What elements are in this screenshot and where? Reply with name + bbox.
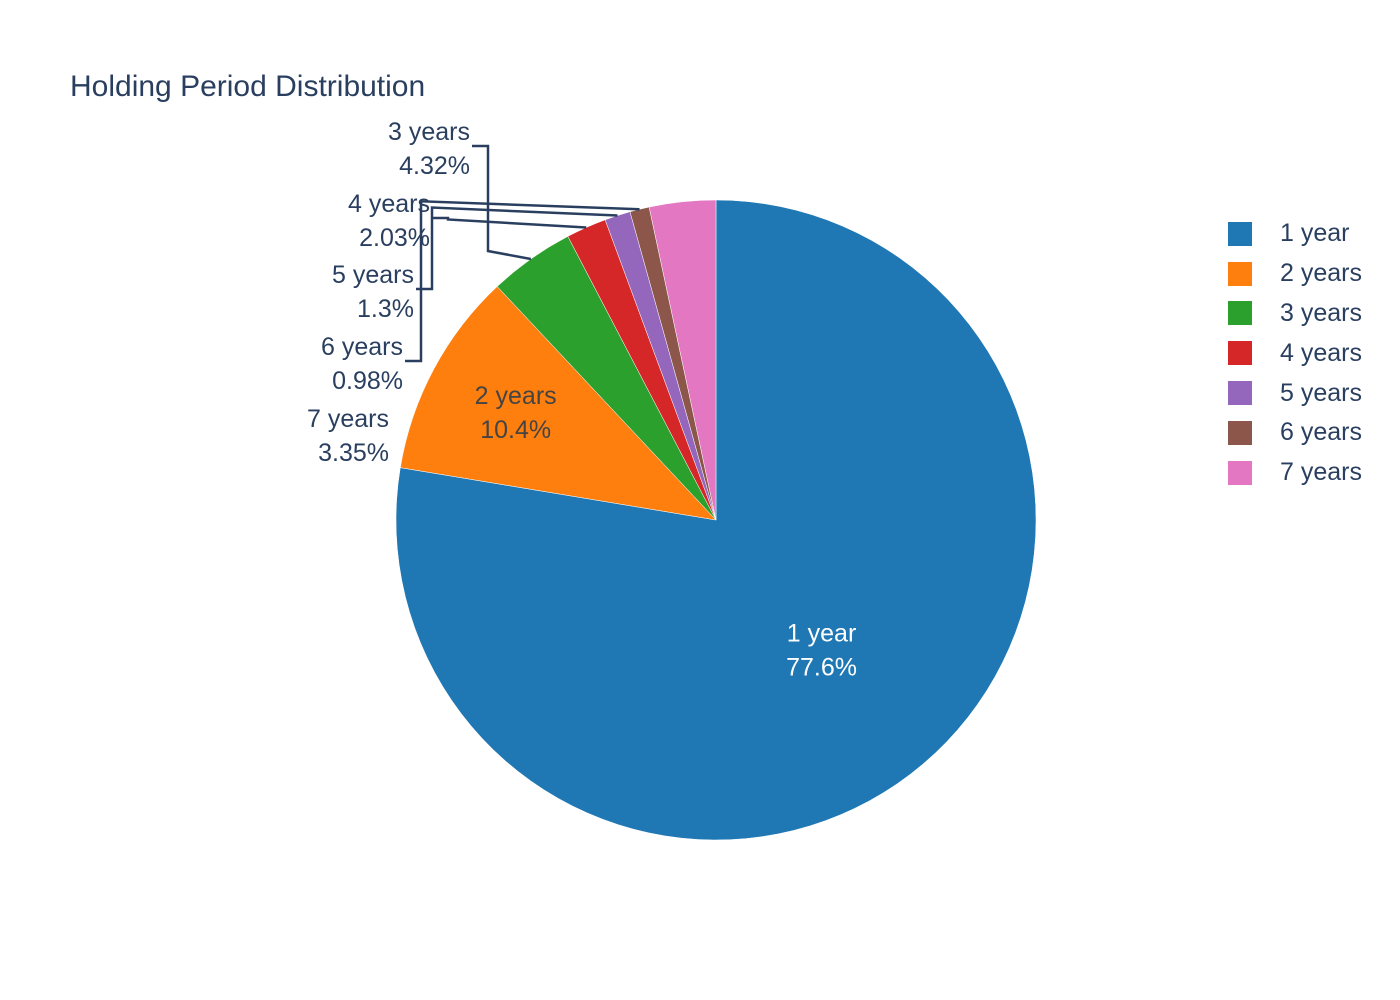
legend-swatch	[1228, 261, 1252, 286]
legend-swatch	[1228, 460, 1252, 485]
leader-line-5-years	[416, 206, 618, 291]
pie-slices	[395, 199, 1037, 841]
slice-label-1-year: 1 year 77.6%	[786, 619, 857, 681]
legend-label: 1 year	[1280, 219, 1350, 248]
legend-label: 5 years	[1280, 378, 1362, 407]
legend-item-2-years[interactable]: 2 years	[1228, 254, 1362, 294]
legend-item-6-years[interactable]: 6 years	[1228, 413, 1362, 453]
slice-label-3-years: 3 years 4.32%	[388, 118, 470, 180]
leader-line-6-years	[405, 199, 640, 363]
slice-label-4-years: 4 years 2.03%	[348, 190, 430, 252]
legend-label: 7 years	[1280, 458, 1362, 487]
slice-label-2-years: 2 years 10.4%	[475, 382, 557, 444]
legend-item-1-year[interactable]: 1 year	[1228, 214, 1362, 254]
legend-label: 2 years	[1280, 259, 1362, 288]
leader-lines	[405, 144, 640, 363]
slice-label-5-years: 5 years 1.3%	[332, 261, 414, 323]
legend-item-4-years[interactable]: 4 years	[1228, 333, 1362, 373]
legend-swatch	[1228, 341, 1252, 366]
legend-swatch	[1228, 381, 1252, 406]
legend-item-7-years[interactable]: 7 years	[1228, 453, 1362, 493]
legend-label: 3 years	[1280, 298, 1362, 327]
slice-labels: 1 year 77.6% 2 years 10.4% 3 years 4.32% 4 yea…	[307, 118, 857, 681]
legend: 1 year 2 years 3 years 4 years 5 years 6 year…	[1228, 214, 1362, 493]
legend-item-3-years[interactable]: 3 years	[1228, 294, 1362, 334]
legend-label: 6 years	[1280, 418, 1362, 447]
legend-swatch	[1228, 301, 1252, 326]
legend-swatch	[1228, 420, 1252, 445]
legend-swatch	[1228, 221, 1252, 246]
slice-label-6-years: 6 years 0.98%	[321, 333, 403, 395]
slice-label-7-years: 7 years 3.35%	[307, 405, 389, 467]
legend-label: 4 years	[1280, 338, 1362, 367]
pie-slice-7-years[interactable]	[648, 199, 717, 521]
pie-slice-2-years[interactable]	[400, 286, 717, 521]
leader-line-4-years	[432, 216, 587, 229]
leader-line-3-years	[472, 144, 532, 261]
legend-item-5-years[interactable]: 5 years	[1228, 373, 1362, 413]
chart-title: Holding Period Distribution	[70, 70, 426, 103]
